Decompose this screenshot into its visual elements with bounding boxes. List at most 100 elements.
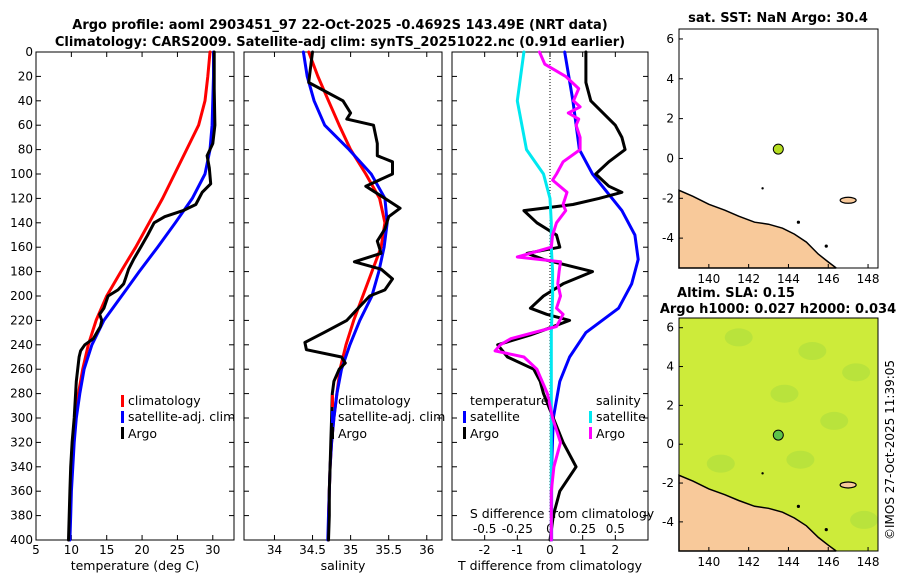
series-argo [67,50,217,542]
x-tick-label: 140 [697,272,720,286]
y-tick-label: 160 [10,240,33,254]
x-tick-label: 34 [267,543,282,557]
y-tick-label: 300 [10,411,33,425]
legend-label-satellite: satellite-adj. clim [128,409,235,424]
x-tick-label: 146 [817,272,840,286]
series-t-satellite [550,50,640,542]
series-satellite-adj-clim [68,50,215,542]
y-tick-label: 80 [18,143,33,157]
difference-legend: temperature satellite Argo salinity sate… [463,393,646,441]
difference-panel: -2 -1 0 1 2T difference from climatology S di… [451,50,655,573]
title-line-1: Argo profile: aoml 2903451_97 22-Oct-202… [72,18,607,33]
x-tick-label: 34.5 [299,543,326,557]
legend-title-salinity: salinity [596,393,641,408]
manus-island [839,481,857,489]
y-tick-label: 40 [18,94,33,108]
sst-map-panel: 140 142 144 146 148 -4 -2 0 2 4 6 sat. SST: NaN Arg… [662,11,879,286]
sla-anomaly-patch [770,384,799,403]
x-tick-label: 144 [777,272,800,286]
title-line-2: Climatology: CARS2009. Satellite-adj cli… [55,35,625,50]
series-argo [303,50,402,542]
legend-label-s-argo: Argo [596,426,625,441]
small-island [796,504,801,508]
x-tick-label-top: 0.5 [606,522,625,536]
y-tick-label: 4 [666,360,674,374]
y-tick-label: 2 [666,398,674,412]
y-tick-label: 0 [666,437,674,451]
x-tick-label: 1 [579,543,587,557]
y-tick-label: 220 [10,313,33,327]
x-tick-label-top: -0.25 [502,522,533,536]
plot-frame [243,51,443,541]
y-tick-label: 120 [10,191,33,205]
x-tick-label: 148 [857,555,880,569]
series-s-argo [493,50,582,542]
plot-frame [35,51,235,541]
x-tick-label: 35 [343,543,358,557]
y-tick-label: 240 [10,338,33,352]
legend-swatch-s-argo [589,427,592,439]
sla-anomaly-patch [842,363,871,382]
x-tick-label: 142 [737,272,760,286]
x-tick-label: 140 [697,555,720,569]
x-axis-label: temperature (deg C) [71,558,200,573]
small-island [761,187,764,190]
argo-float-marker [772,143,784,155]
y-tick-label: 0 [666,151,674,165]
legend-label-t-argo: Argo [470,426,499,441]
x-tick-label: 36 [419,543,434,557]
x-tick-label: 148 [857,272,880,286]
legend-label-argo: Argo [128,426,157,441]
legend-label-climatology: climatology [338,393,411,408]
legend-label-climatology: climatology [128,393,201,408]
y-tick-label: 340 [10,460,33,474]
y-tick-label: 260 [10,362,33,376]
y-tick-label: 6 [666,321,674,335]
x-tick-label: 30 [205,543,220,557]
y-tick-label: -4 [662,231,674,245]
y-tick-label: 320 [10,435,33,449]
y-tick-label: 200 [10,289,33,303]
legend-label-s-satellite: satellite [596,409,646,424]
y-tick-label: 400 [10,533,33,547]
x-tick-label: 35.5 [375,543,402,557]
legend-title-temperature: temperature [470,393,549,408]
x-tick-label: 10 [64,543,79,557]
legend-swatch-t-satellite [463,411,466,423]
legend-swatch-argo [121,427,124,439]
x-tick-label: 2 [612,543,620,557]
legend-label-argo: Argo [338,426,367,441]
argo-float-marker [772,429,784,441]
sla-anomaly-patch [724,328,753,347]
y-tick-label: -2 [662,476,674,490]
y-tick-label: 380 [10,509,33,523]
small-island [796,220,801,224]
x-tick-label-top: 0.25 [569,522,596,536]
sla-map-title: Altim. SLA: 0.15 [677,286,795,301]
small-island [824,244,828,248]
small-island [824,528,828,532]
x-tick-label: -1 [511,543,523,557]
y-tick-label: 360 [10,484,33,498]
y-tick-label: -2 [662,191,674,205]
x-tick-label: 144 [777,555,800,569]
y-tick-label: 6 [666,32,674,46]
sla-map-subtitle: Argo h1000: 0.027 h2000: 0.034 [660,302,896,317]
y-tick-label: 60 [18,118,33,132]
temperature-legend: climatology satellite-adj. clim Argo [121,393,235,441]
map-frame [678,28,879,269]
series-t-argo [496,50,627,542]
y-tick-label: 20 [18,69,33,83]
x-axis-label-top: S difference from climatology [470,506,655,521]
y-tick-label: 280 [10,387,33,401]
land-mass [678,189,837,269]
x-axis-label: salinity [321,558,366,573]
legend-label-satellite: satellite-adj. clim [338,409,445,424]
land-mass [678,474,837,552]
x-tick-label-top: -0.5 [473,522,496,536]
sla-anomaly-patch [820,411,849,430]
imos-watermark: ©IMOS 27-Oct-2025 11:39:05 [883,360,897,540]
x-tick-label: 20 [134,543,149,557]
sla-anomaly-patch [798,342,827,361]
